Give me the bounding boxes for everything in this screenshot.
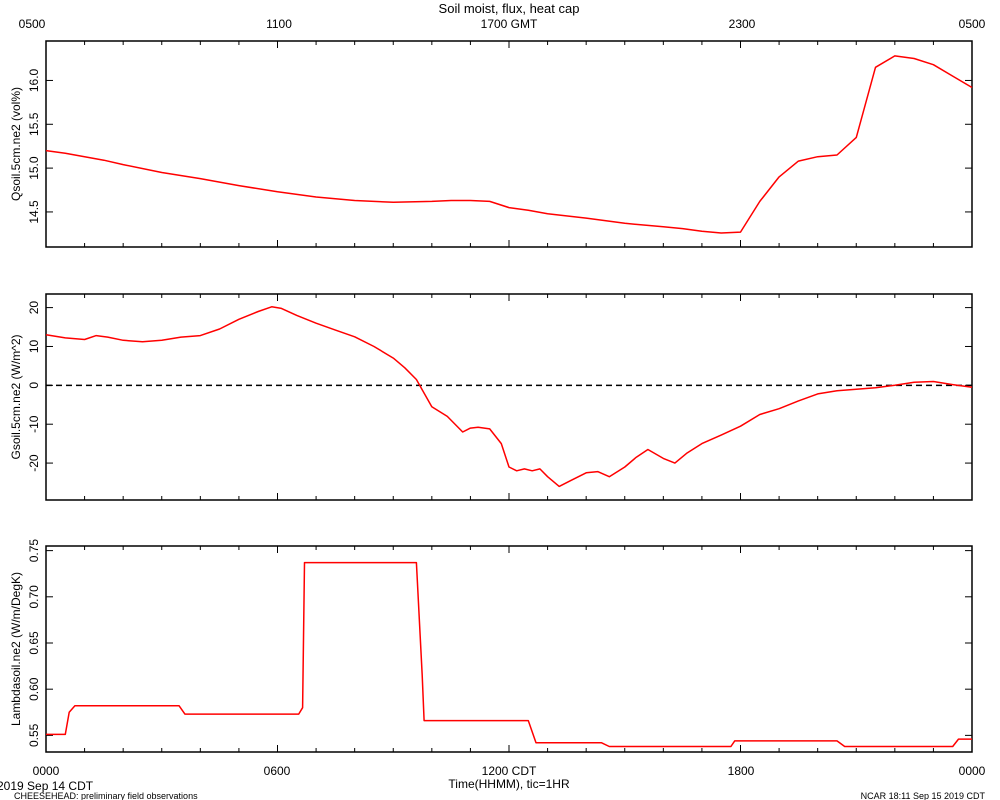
y-axis-label: Gsoil.5cm.ne2 (W/m^2): [9, 335, 23, 460]
plot-frame: [45, 40, 973, 248]
y-tick-label: 10: [27, 339, 41, 353]
series-line: [45, 55, 973, 234]
y-tick-label: 0.65: [27, 631, 41, 655]
y-tick-label: 0.70: [27, 585, 41, 609]
chart-title: Soil moist, flux, heat cap: [439, 1, 580, 16]
top-tick-label: 1100: [266, 17, 292, 31]
footer-timestamp: NCAR 18:11 Sep 15 2019 CDT: [861, 791, 986, 800]
y-axis-label: Qsoil.5cm.ne2 (vol%): [9, 87, 23, 201]
bottom-axis-label: Time(HHMM), tic=1HR: [448, 777, 570, 791]
y-tick-label: 14.5: [27, 200, 41, 224]
top-axis-labels: 0500 1100 1700 GMT 2300 0500: [19, 17, 986, 31]
series-line: [46, 561, 972, 748]
y-tick-label: -20: [27, 454, 41, 472]
y-tick-label: 0.55: [27, 723, 41, 747]
top-tick-label: 2300: [729, 17, 756, 31]
y-tick-label: 20: [27, 301, 41, 315]
bottom-tick-label: 0000: [33, 764, 60, 778]
bottom-tick-label: 1800: [728, 764, 755, 778]
y-axis-label: Lambdasoil.ne2 (W/m/DegK): [9, 572, 23, 726]
footer-source: CHEESEHEAD: preliminary field observatio…: [14, 791, 198, 800]
top-tick-label: 0500: [19, 17, 46, 31]
y-tick-label: 15.5: [27, 112, 41, 136]
bottom-axis-labels: 0000 0600 1200 CDT 1800 0000: [33, 764, 986, 778]
y-tick-label: 15.0: [27, 156, 41, 180]
panel-soil-heat-flux: -20 -10 0 10 20 Gsoil.5cm.ne2 (W/m^2): [9, 293, 973, 501]
y-tick-label: 16.0: [27, 68, 41, 92]
panel-thermal-conductivity: 0.55 0.60 0.65 0.70 0.75 Lambdasoil.ne2 (W/m/…: [9, 539, 973, 753]
bottom-tick-label: 0600: [264, 764, 291, 778]
y-tick-label: 0.75: [27, 539, 41, 563]
footer-date: 2019 Sep 14 CDT: [0, 779, 94, 793]
series-line: [45, 306, 973, 488]
y-tick-label: 0.60: [27, 677, 41, 701]
plot-frame: [45, 293, 973, 501]
bottom-tick-label: 0000: [959, 764, 986, 778]
top-tick-label: 0500: [959, 17, 986, 31]
y-tick-label: -10: [27, 415, 41, 433]
y-tick-label: 0: [27, 382, 41, 389]
bottom-tick-label: 1200 CDT: [482, 764, 537, 778]
top-tick-label: 1700 GMT: [481, 17, 538, 31]
panel-soil-moisture: 14.5 15.0 15.5 16.0 Qsoil.5cm.ne2 (vol%): [9, 40, 973, 248]
